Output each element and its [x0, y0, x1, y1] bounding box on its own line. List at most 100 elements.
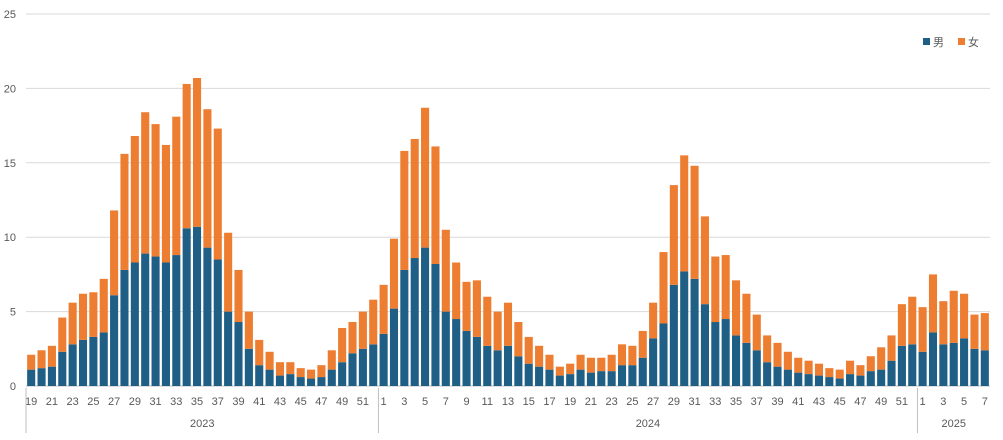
- bar-male: [680, 271, 689, 386]
- x-tick-label: 39: [771, 396, 783, 408]
- x-tick-label: 7: [443, 396, 449, 408]
- bar-male: [783, 369, 792, 386]
- bar-male: [503, 345, 513, 386]
- x-tick-label: 41: [792, 396, 804, 408]
- bar-male: [949, 342, 958, 386]
- bar-female: [441, 229, 450, 312]
- bar-female: [358, 311, 367, 349]
- bar-male: [535, 366, 544, 386]
- bar-male: [234, 322, 243, 386]
- x-tick-label: 21: [585, 396, 597, 408]
- bar-female: [866, 356, 875, 372]
- bar-female: [431, 146, 440, 264]
- bar-female: [68, 302, 77, 345]
- x-tick-label: 31: [688, 396, 700, 408]
- bar-male: [908, 344, 917, 386]
- bar-female: [348, 322, 357, 354]
- year-label: 2024: [636, 418, 660, 430]
- year-label: 2025: [941, 418, 965, 430]
- x-tick-label: 1: [381, 396, 387, 408]
- bar-male: [379, 333, 388, 386]
- legend-swatch-female: [958, 38, 965, 45]
- bar-male: [110, 295, 119, 386]
- x-tick-label: 49: [875, 396, 887, 408]
- bar-female: [535, 345, 544, 367]
- bar-male: [835, 378, 844, 386]
- bar-male: [928, 332, 938, 386]
- x-tick-label: 7: [982, 396, 988, 408]
- bar-female: [659, 252, 668, 324]
- bar-male: [887, 360, 896, 386]
- bar-female: [37, 350, 46, 369]
- bar-female: [597, 357, 606, 372]
- bar-female: [928, 274, 938, 333]
- bar-female: [680, 155, 689, 272]
- bar-male: [192, 226, 202, 386]
- bar-female: [224, 232, 233, 312]
- bar-male: [524, 363, 533, 386]
- bar-female: [814, 363, 824, 376]
- bar-male: [99, 332, 108, 386]
- bar-male: [462, 330, 471, 386]
- bar-male: [421, 247, 430, 386]
- x-tick-label: 5: [961, 396, 967, 408]
- bar-male: [752, 350, 761, 386]
- bar-female: [586, 357, 595, 373]
- bar-female: [721, 255, 730, 320]
- bar-female: [783, 351, 792, 370]
- bar-male: [68, 344, 77, 386]
- x-tick-label: 19: [564, 396, 576, 408]
- bar-female: [151, 124, 160, 257]
- bar-male: [669, 284, 678, 386]
- bar-female: [804, 360, 813, 375]
- bar-male: [721, 319, 730, 386]
- bar-female: [389, 238, 399, 309]
- bar-female: [493, 311, 502, 351]
- bar-male: [431, 263, 440, 386]
- bar-male: [275, 375, 284, 386]
- bar-female: [286, 362, 295, 375]
- bar-male: [545, 369, 554, 386]
- bar-female: [711, 256, 720, 323]
- bar-female: [732, 280, 741, 336]
- bar-female: [700, 216, 709, 305]
- bar-female: [576, 354, 585, 370]
- bar-female: [649, 302, 658, 339]
- bar-female: [524, 336, 533, 364]
- bar-male: [918, 351, 927, 386]
- bar-female: [338, 327, 347, 363]
- bar-female: [421, 107, 430, 248]
- bar-female: [99, 278, 108, 333]
- bar-female: [141, 112, 150, 254]
- bar-female: [763, 335, 772, 363]
- bar-male: [846, 374, 855, 386]
- bar-female: [856, 365, 865, 376]
- x-tick-label: 27: [647, 396, 659, 408]
- x-tick-label: 35: [730, 396, 742, 408]
- bar-female: [960, 293, 969, 339]
- bar-male: [58, 351, 67, 386]
- bar-male: [576, 369, 585, 386]
- bar-female: [503, 302, 513, 346]
- x-tick-label: 37: [751, 396, 763, 408]
- bar-male: [410, 258, 419, 386]
- bar-female: [234, 269, 243, 323]
- bar-female: [120, 153, 129, 270]
- x-tick-label: 23: [67, 396, 79, 408]
- bar-male: [89, 336, 98, 386]
- x-tick-label: 11: [482, 396, 493, 408]
- bar-male: [441, 311, 450, 386]
- bar-female: [939, 301, 948, 345]
- x-tick-label: 47: [315, 396, 327, 408]
- x-tick-label: 17: [543, 396, 555, 408]
- bar-female: [255, 339, 264, 366]
- y-axis: 0 5 10 15 20 25: [4, 9, 16, 393]
- bar-female: [690, 165, 699, 279]
- bar-male: [566, 374, 575, 386]
- bar-female: [908, 296, 917, 345]
- bar-female: [472, 280, 481, 337]
- bar-male: [400, 269, 409, 386]
- x-tick-label: 39: [232, 396, 244, 408]
- bar-male: [224, 311, 233, 386]
